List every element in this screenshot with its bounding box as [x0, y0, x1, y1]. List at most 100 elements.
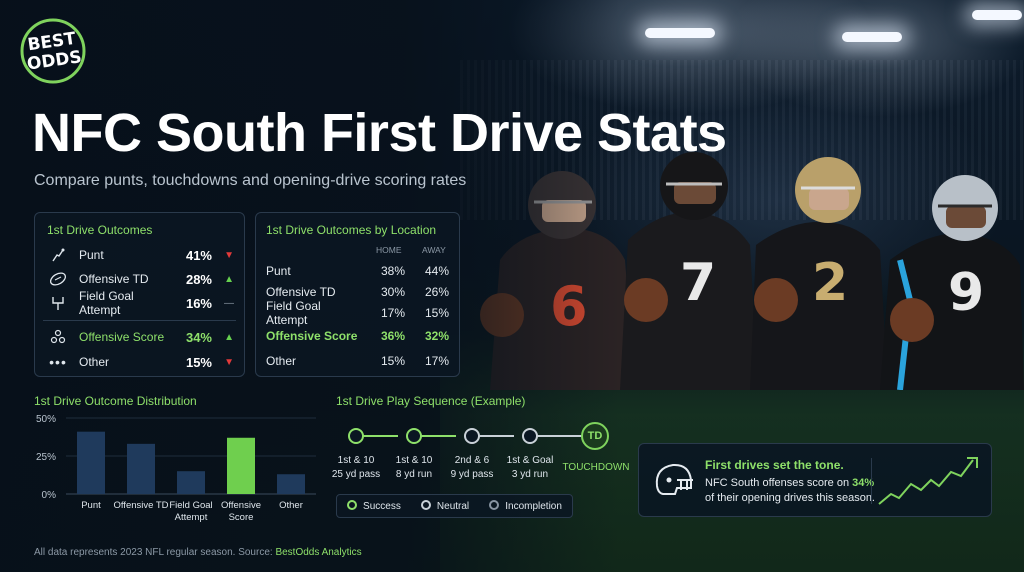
bar-offensive-td[interactable]	[127, 443, 155, 494]
stadium-light	[842, 32, 902, 42]
outcome-row-other: ••• Other 15% ▼	[45, 350, 234, 374]
stadium-light	[645, 28, 715, 38]
location-row: Punt 38% 44%	[266, 261, 449, 281]
distribution-bar-chart: 0% 25% 50% Punt Offensive TD Field GoalAttemp…	[36, 414, 316, 523]
player-falcons	[620, 152, 758, 390]
step-success-node[interactable]	[406, 428, 422, 444]
x-tick-label: Field Goal	[169, 500, 212, 511]
bar-offensive-score[interactable]	[227, 437, 255, 494]
location-panel: 1st Drive Outcomes by Location HOME AWAY…	[255, 212, 460, 377]
location-row: Field Goal Attempt 17% 15%	[266, 299, 449, 327]
play-sequence: TD 1st & 10 25 yd pass 1st & 10 8 yd run…	[332, 418, 636, 488]
outcome-label: Other	[79, 355, 110, 369]
jersey-number: 9	[948, 263, 984, 323]
incompletion-dot-icon	[489, 500, 500, 510]
outcome-label: Punt	[79, 248, 104, 262]
neutral-dot-icon	[420, 500, 431, 510]
bar-other[interactable]	[277, 474, 305, 494]
score-icon	[45, 329, 71, 345]
sequence-connector	[356, 435, 398, 437]
player-panthers	[880, 175, 1024, 390]
x-tick-label: Punt	[81, 500, 101, 511]
touchdown-node[interactable]: TD	[581, 422, 609, 450]
x-tick-label: Other	[279, 500, 303, 511]
step-play: 25 yd pass	[331, 469, 381, 480]
x-tick-label: Score	[229, 512, 254, 523]
ellipsis-icon: •••	[49, 354, 67, 370]
stadium-light	[972, 10, 1022, 20]
location-label: Field Goal Attempt	[266, 299, 321, 327]
column-home: HOME	[376, 245, 402, 255]
step-neutral-node[interactable]	[464, 428, 480, 444]
sequence-connector	[530, 435, 582, 437]
outcome-row-field-goal: Field Goal Attempt 16% —	[45, 289, 234, 317]
column-away: AWAY	[422, 245, 446, 255]
callout-body-post: of their opening drives this season.	[705, 492, 875, 504]
step-label: 1st & Goal 3 yd run	[495, 454, 565, 482]
legend-label: Incompletion	[505, 501, 562, 512]
outcome-label: Offensive Score	[79, 330, 165, 344]
callout-body: NFC South offenses score on 34% of their…	[705, 476, 875, 506]
y-tick-label: 50%	[36, 414, 56, 425]
legend-label: Neutral	[436, 501, 470, 512]
outcome-value: 41%	[185, 247, 212, 263]
trend-flat-icon: —	[224, 297, 234, 309]
punt-icon	[45, 247, 71, 263]
away-value: 44%	[424, 264, 449, 278]
step-down: 2nd & 6	[454, 455, 490, 466]
footer-text: All data represents 2023 NFL regular sea…	[34, 547, 273, 558]
home-value: 15%	[380, 354, 405, 368]
step-down: 1st & Goal	[506, 455, 554, 466]
y-tick-label: 25%	[36, 452, 56, 463]
step-success-node[interactable]	[348, 428, 364, 444]
home-value: 17%	[380, 306, 405, 320]
jersey-number: 2	[812, 253, 848, 313]
touchdown-label: TOUCHDOWN	[562, 462, 630, 473]
location-row-highlight: Offensive Score 36% 32%	[266, 326, 449, 346]
away-value: 26%	[424, 285, 449, 299]
outcomes-panel: 1st Drive Outcomes Punt 41% ▼ Offensive …	[34, 212, 245, 377]
outcome-row-offensive-score: Offensive Score 34% ▲	[45, 325, 234, 349]
trend-up-icon: ▲	[224, 331, 234, 343]
bestodds-logo[interactable]: BEST ODDS	[18, 16, 88, 86]
step-label: 2nd & 6 9 yd pass	[437, 454, 507, 482]
step-neutral-node[interactable]	[522, 428, 538, 444]
outcome-value: 15%	[185, 354, 212, 370]
jersey-number: 7	[680, 253, 716, 313]
x-tick-label: Offensive TD	[113, 500, 168, 511]
location-panel-title: 1st Drive Outcomes by Location	[266, 223, 437, 237]
location-row: Offensive TD 30% 26%	[266, 282, 449, 302]
step-label: 1st & 10 8 yd run	[379, 454, 449, 482]
legend-label: Success	[363, 501, 401, 512]
location-label: Offensive TD	[266, 285, 336, 299]
outcome-row-offensive-td: Offensive TD 28% ▲	[45, 267, 234, 291]
sequence-title: 1st Drive Play Sequence (Example)	[336, 394, 526, 408]
trend-up-icon: ▲	[224, 273, 234, 285]
goalpost-icon	[45, 295, 71, 311]
outcome-value: 34%	[185, 329, 212, 345]
step-down: 1st & 10	[337, 455, 375, 466]
insight-callout: First drives set the tone. NFC South off…	[638, 443, 992, 517]
away-value: 17%	[424, 354, 449, 368]
trend-sparkline-icon	[878, 457, 978, 505]
location-row: Other 15% 17%	[266, 351, 449, 371]
step-play: 3 yd run	[511, 469, 549, 480]
x-tick-label: Attempt	[175, 512, 208, 523]
footer-note: All data represents 2023 NFL regular sea…	[34, 547, 362, 558]
outcome-label: Offensive TD	[79, 272, 149, 286]
trend-down-icon: ▼	[224, 356, 234, 368]
outcomes-divider	[43, 320, 236, 321]
location-label: Offensive Score	[266, 329, 358, 343]
location-label: Other	[266, 354, 297, 368]
home-value: 38%	[380, 264, 405, 278]
bar-punt[interactable]	[77, 431, 105, 494]
away-value: 15%	[424, 306, 449, 320]
footer-source-link[interactable]: BestOdds Analytics	[275, 547, 362, 558]
step-play: 9 yd pass	[450, 469, 494, 480]
away-value: 32%	[424, 329, 449, 343]
bar-field-goal-attempt[interactable]	[177, 471, 205, 494]
outcome-value: 16%	[185, 295, 212, 311]
football-icon	[45, 272, 71, 286]
home-value: 36%	[380, 329, 405, 343]
callout-headline: First drives set the tone.	[705, 458, 844, 472]
